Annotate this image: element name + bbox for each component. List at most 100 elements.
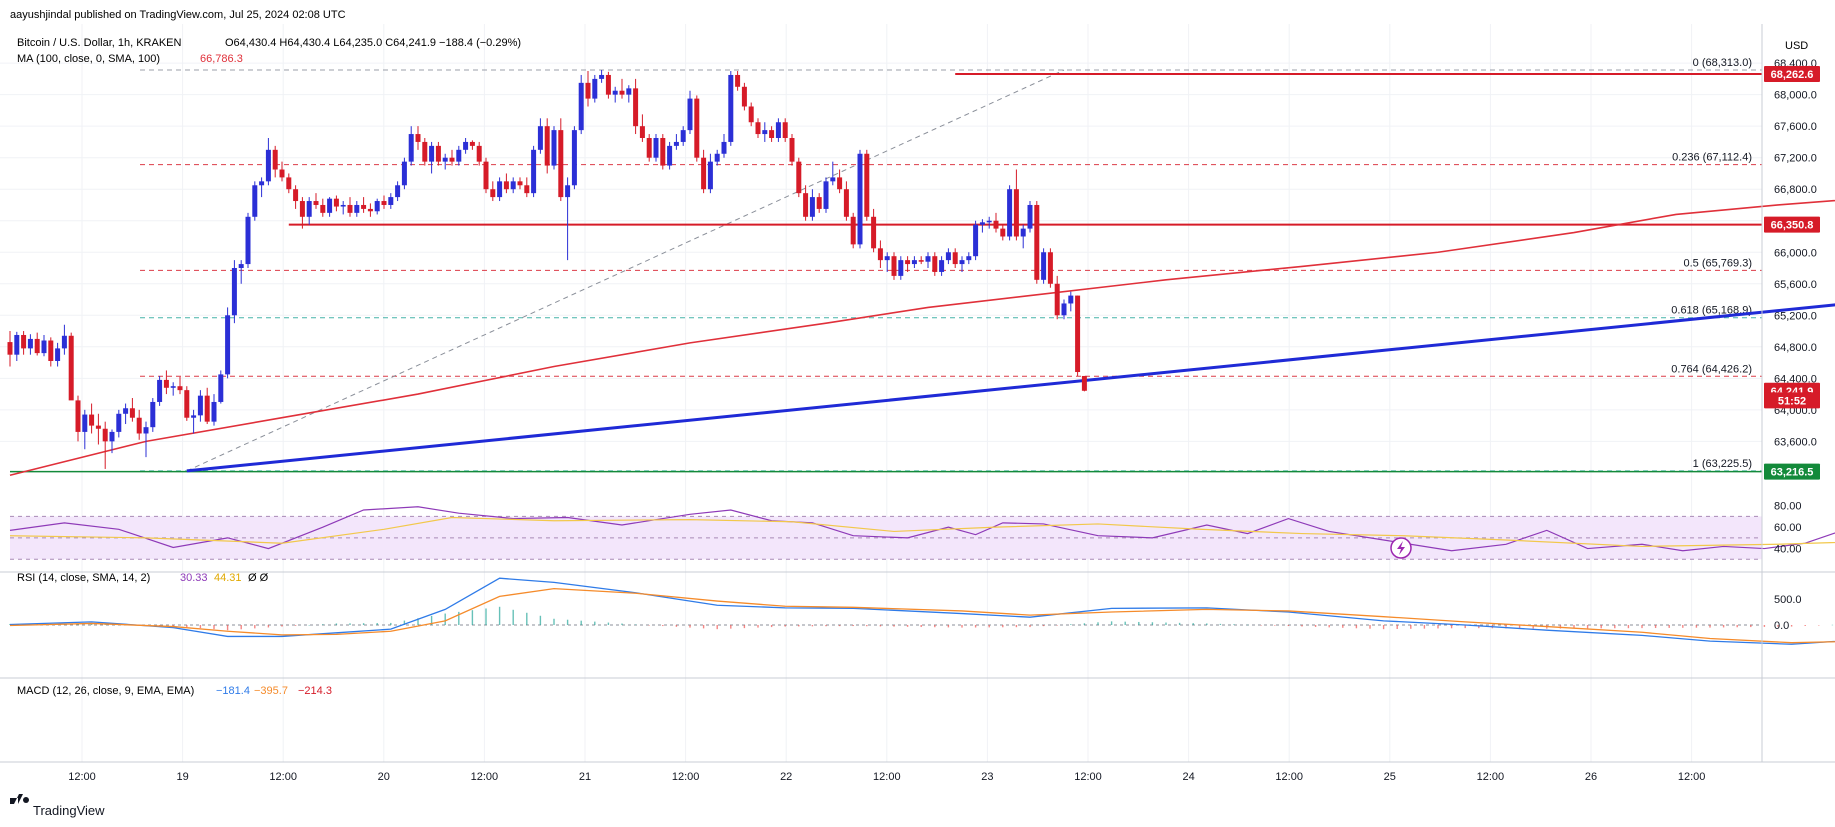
- candle-body: [388, 197, 394, 205]
- macd-histogram-bar: [770, 625, 773, 628]
- price-tick-label: 68,000.0: [1774, 90, 1817, 102]
- macd-histogram-bar: [1464, 625, 1466, 629]
- candle-body: [524, 185, 530, 194]
- macd-histogram-bar: [539, 615, 542, 625]
- candle-body: [82, 414, 88, 432]
- macd-histogram-bar: [893, 625, 895, 627]
- candle-body: [279, 169, 285, 178]
- macd-histogram-bar: [390, 622, 392, 625]
- macd-histogram-bar: [934, 625, 936, 628]
- candle-body: [945, 252, 951, 261]
- macd-histogram-bar: [648, 625, 650, 626]
- time-tick-label: 21: [579, 771, 591, 783]
- candle-body: [1075, 295, 1081, 373]
- candle-body: [381, 201, 387, 205]
- candle-body: [993, 220, 999, 229]
- candle-body: [21, 334, 27, 349]
- candle-body: [891, 256, 897, 276]
- candle-body: [408, 134, 414, 162]
- candle-body: [626, 88, 632, 95]
- price-tag-box: [1764, 463, 1820, 480]
- candle-body: [510, 181, 516, 190]
- macd-histogram-bar: [1518, 625, 1521, 629]
- candle-body: [782, 122, 788, 139]
- candle-body: [843, 189, 849, 217]
- candle-body: [490, 189, 496, 198]
- candle-body: [1007, 189, 1013, 237]
- candle-body: [877, 248, 883, 261]
- price-tick-label: 66,000.0: [1774, 247, 1817, 259]
- fib-anchor-line: [186, 69, 1065, 472]
- time-tick-label: 20: [378, 771, 390, 783]
- candle-body: [918, 260, 924, 262]
- macd-histogram-bar: [920, 625, 922, 628]
- macd-histogram-bar: [240, 625, 242, 630]
- lightning-alert-icon[interactable]: [1390, 537, 1412, 559]
- price-tick-label: 65,600.0: [1774, 279, 1817, 291]
- macd-line: [9, 577, 1835, 645]
- candle-body: [721, 141, 727, 154]
- macd-histogram-bar: [1668, 625, 1670, 628]
- candle-body: [89, 414, 95, 426]
- candle-body: [116, 413, 122, 432]
- candle-body: [231, 268, 237, 316]
- macd-histogram-bar: [866, 625, 868, 627]
- macd-histogram-bar: [444, 613, 446, 625]
- candle-body: [401, 161, 407, 186]
- candle-body: [374, 201, 380, 212]
- candle-body: [367, 208, 373, 212]
- candle-body: [531, 149, 537, 194]
- candle-body: [667, 145, 673, 166]
- candle-body: [497, 181, 503, 198]
- candle-body: [871, 216, 877, 249]
- macd-histogram-bar: [1505, 625, 1507, 629]
- macd-histogram-bar: [621, 623, 623, 625]
- macd-histogram-bar: [1709, 625, 1711, 628]
- candle-body: [905, 260, 911, 265]
- candle-body: [429, 145, 435, 162]
- macd-histogram-bar: [580, 620, 582, 625]
- macd-histogram-bar: [335, 623, 338, 625]
- candle-body: [1068, 295, 1074, 304]
- macd-histogram-bar: [1029, 625, 1031, 628]
- macd-histogram-bar: [607, 622, 610, 625]
- rsi-legend-label: RSI (14, close, SMA, 14, 2): [17, 572, 150, 584]
- macd-histogram-bar: [1777, 625, 1779, 627]
- candle-body: [837, 177, 843, 190]
- macd-histogram-bar: [1192, 623, 1194, 625]
- macd-histogram-bar: [566, 619, 569, 625]
- candle-body: [415, 134, 421, 142]
- candle-body: [75, 400, 81, 432]
- macd-histogram-bar: [1015, 625, 1018, 628]
- candle-body: [422, 141, 428, 162]
- rsi-line: [9, 506, 1835, 552]
- macd-histogram-bar: [1586, 625, 1589, 629]
- candle-body: [973, 224, 979, 257]
- time-tick-label: 12:00: [672, 771, 700, 783]
- published-line: aayushjindal published on TradingView.co…: [10, 9, 346, 21]
- candle-body: [932, 256, 938, 272]
- candle-body: [293, 189, 299, 202]
- macd-histogram-bar: [757, 625, 759, 628]
- macd-histogram-bar: [906, 625, 909, 627]
- rsi-legend-value: 30.33: [180, 572, 208, 584]
- candle-body: [129, 408, 135, 418]
- macd-histogram-bar: [362, 623, 365, 625]
- candle-body: [1054, 283, 1060, 316]
- candle-body: [191, 415, 197, 418]
- candle-body: [911, 260, 917, 265]
- candle-body: [483, 161, 489, 190]
- macd-histogram-bar: [1219, 623, 1222, 625]
- price-tag-label: 51:52: [1778, 395, 1806, 407]
- macd-histogram-bar: [974, 625, 977, 628]
- time-tick-label: 19: [176, 771, 188, 783]
- macd-legend-signal: −395.7: [254, 685, 288, 697]
- ma-legend-label: MA (100, close, 0, SMA, 100): [17, 53, 160, 65]
- fib-level-label: 0 (68,313.0): [1693, 57, 1752, 69]
- macd-histogram-bar: [1831, 624, 1834, 626]
- macd-histogram-bar: [1138, 621, 1140, 625]
- macd-histogram-bar: [1437, 625, 1439, 629]
- candle-body: [707, 161, 713, 190]
- candle-body: [157, 379, 163, 402]
